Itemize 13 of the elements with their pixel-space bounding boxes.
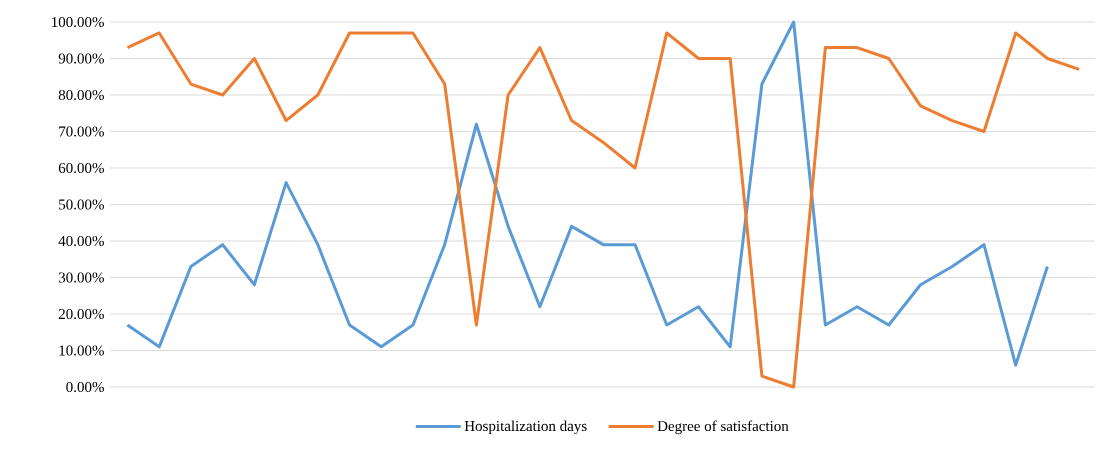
y-tick-label: 0.00%: [66, 381, 104, 393]
y-tick-label: 40.00%: [58, 235, 104, 247]
y-tick-label: 100.00%: [52, 16, 104, 28]
y-tick-label: 20.00%: [58, 308, 104, 320]
y-tick-label: 90.00%: [58, 53, 104, 64]
y-tick-label: 70.00%: [59, 126, 104, 137]
y-tick-label: 30.00%: [58, 272, 104, 283]
y-tick-label: 50.00%: [59, 199, 104, 210]
y-tick-label: 60.00%: [58, 162, 104, 174]
y-tick-label: 80.00%: [58, 89, 104, 101]
legend-label: Degree of satisfaction: [657, 420, 789, 435]
y-tick-label: 10.00%: [59, 345, 104, 356]
legend-label: Hospitalization days: [464, 420, 587, 435]
